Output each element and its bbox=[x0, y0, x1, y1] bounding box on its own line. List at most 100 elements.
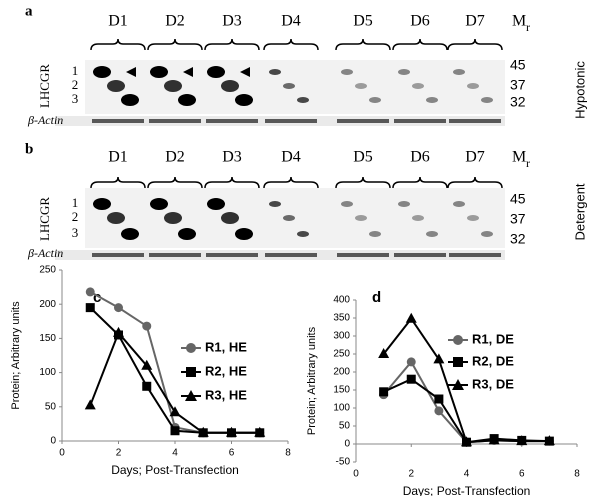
panel-letter: d bbox=[372, 289, 381, 306]
band bbox=[121, 228, 139, 240]
lane-label: D5 bbox=[353, 13, 373, 30]
point bbox=[141, 359, 153, 370]
loading-label: β-Actin bbox=[27, 113, 63, 127]
brace bbox=[90, 176, 146, 189]
y-tick-label: 0 bbox=[50, 436, 56, 447]
marker-label: 45 bbox=[510, 57, 526, 73]
y-tick-label: 200 bbox=[333, 367, 350, 378]
band bbox=[341, 201, 353, 207]
actin-band bbox=[449, 119, 501, 123]
x-tick-label: 4 bbox=[464, 469, 470, 480]
brace bbox=[447, 176, 503, 189]
actin-band bbox=[92, 119, 144, 123]
lane-label: D2 bbox=[165, 149, 185, 166]
band bbox=[297, 97, 309, 103]
legend-marker bbox=[186, 343, 196, 353]
band bbox=[178, 228, 196, 240]
series-line bbox=[383, 378, 550, 444]
legend-label: R1, HE bbox=[205, 339, 247, 354]
row-label: 1 bbox=[72, 195, 79, 210]
band bbox=[426, 97, 438, 103]
brace bbox=[147, 38, 203, 51]
condition-label: Hypotonic bbox=[572, 61, 587, 119]
point bbox=[85, 287, 95, 297]
series-line bbox=[382, 360, 550, 444]
legend-marker bbox=[453, 335, 463, 345]
panel-letter: b bbox=[25, 141, 33, 157]
y-tick-label: 100 bbox=[39, 367, 56, 378]
point bbox=[142, 381, 152, 391]
y-tick-label: 100 bbox=[333, 403, 350, 414]
brace bbox=[335, 176, 391, 189]
band bbox=[481, 231, 493, 237]
actin-band bbox=[394, 253, 446, 257]
lane-label: D5 bbox=[353, 149, 373, 166]
mr-sub: r bbox=[526, 156, 530, 170]
x-tick-label: 2 bbox=[408, 469, 414, 480]
band bbox=[453, 69, 465, 75]
brace bbox=[204, 176, 260, 189]
lane-label: D7 bbox=[465, 13, 485, 30]
marker-label: 45 bbox=[510, 191, 526, 207]
brace bbox=[335, 38, 391, 51]
brace bbox=[263, 176, 319, 189]
panel-letter: c bbox=[93, 289, 101, 306]
band bbox=[221, 80, 239, 92]
marker-label: 32 bbox=[510, 94, 526, 110]
point bbox=[434, 406, 444, 416]
point bbox=[114, 303, 123, 313]
lane-label: D7 bbox=[465, 149, 485, 166]
actin-band bbox=[265, 119, 317, 123]
band bbox=[369, 97, 381, 103]
lane-label: D3 bbox=[222, 13, 242, 30]
legend-label: R2, DE bbox=[472, 353, 514, 368]
brace bbox=[392, 38, 448, 51]
x-axis-label: Days; Post-Transfection bbox=[111, 463, 239, 477]
band bbox=[355, 83, 367, 89]
point bbox=[85, 303, 95, 313]
point bbox=[406, 374, 416, 384]
x-tick-label: 2 bbox=[116, 448, 122, 459]
band bbox=[398, 69, 410, 75]
band bbox=[164, 212, 182, 224]
mr-label: M bbox=[512, 149, 526, 166]
lane-label: D1 bbox=[108, 149, 128, 166]
band bbox=[467, 83, 479, 89]
y-axis-label: Protein; Arbitrary units bbox=[306, 326, 318, 435]
row-label: 2 bbox=[72, 77, 79, 92]
actin-band bbox=[149, 119, 201, 123]
actin-band bbox=[449, 253, 501, 257]
brace bbox=[392, 176, 448, 189]
row-label: 3 bbox=[72, 225, 79, 240]
band bbox=[93, 66, 111, 78]
band bbox=[269, 69, 281, 75]
y-tick-label: 250 bbox=[39, 265, 56, 276]
point bbox=[84, 399, 96, 410]
lane-label: D6 bbox=[410, 149, 430, 166]
x-tick-label: 6 bbox=[519, 469, 525, 480]
actin-band bbox=[206, 119, 258, 123]
band bbox=[283, 83, 295, 89]
x-tick-label: 0 bbox=[59, 448, 65, 459]
mr-sub: r bbox=[526, 20, 530, 34]
point bbox=[488, 434, 500, 445]
band bbox=[207, 198, 225, 210]
legend-marker bbox=[452, 379, 464, 390]
row-label: 2 bbox=[72, 209, 79, 224]
marker-label: 37 bbox=[510, 211, 526, 227]
point bbox=[433, 353, 445, 364]
legend-marker bbox=[185, 390, 197, 401]
actin-band bbox=[149, 253, 201, 257]
band bbox=[355, 215, 367, 221]
band bbox=[178, 94, 196, 106]
loading-label: β-Actin bbox=[27, 246, 63, 260]
y-tick-label: 400 bbox=[333, 295, 350, 306]
band bbox=[341, 69, 353, 75]
condition-label: Detergent bbox=[572, 183, 587, 240]
marker-label: 32 bbox=[510, 231, 526, 247]
legend-label: R3, HE bbox=[205, 387, 247, 402]
blot bbox=[85, 60, 505, 114]
x-axis-label: Days; Post-Transfection bbox=[403, 484, 531, 496]
band bbox=[481, 97, 493, 103]
x-tick-label: 6 bbox=[229, 448, 235, 459]
